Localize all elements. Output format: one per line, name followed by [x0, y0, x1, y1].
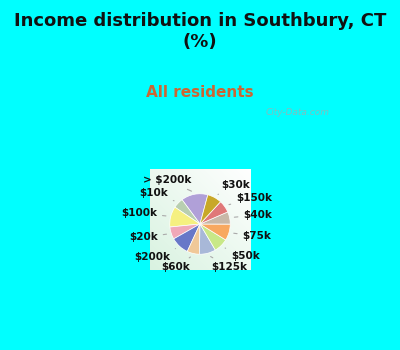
Wedge shape — [182, 194, 208, 224]
Text: $20k: $20k — [129, 232, 166, 243]
Wedge shape — [200, 224, 230, 240]
Text: $10k: $10k — [139, 188, 174, 201]
Wedge shape — [187, 224, 200, 254]
Wedge shape — [174, 224, 200, 251]
Wedge shape — [170, 207, 200, 227]
Text: $75k: $75k — [234, 231, 272, 241]
Text: City-Data.com: City-Data.com — [266, 108, 330, 117]
Text: $50k: $50k — [225, 248, 260, 261]
Text: $200k: $200k — [134, 248, 176, 261]
Wedge shape — [200, 212, 230, 224]
Text: $100k: $100k — [121, 208, 166, 218]
Wedge shape — [199, 224, 215, 254]
Text: Income distribution in Southbury, CT
(%): Income distribution in Southbury, CT (%) — [14, 12, 386, 51]
Text: > $200k: > $200k — [143, 175, 192, 191]
Wedge shape — [200, 224, 226, 250]
Text: $125k: $125k — [210, 257, 247, 272]
Wedge shape — [170, 224, 200, 239]
Text: $30k: $30k — [218, 180, 250, 195]
Text: All residents: All residents — [146, 85, 254, 100]
Wedge shape — [200, 202, 228, 224]
Text: $60k: $60k — [161, 257, 190, 272]
Text: $40k: $40k — [234, 210, 272, 220]
Wedge shape — [175, 199, 200, 224]
Text: $150k: $150k — [229, 193, 272, 205]
Wedge shape — [200, 195, 220, 224]
